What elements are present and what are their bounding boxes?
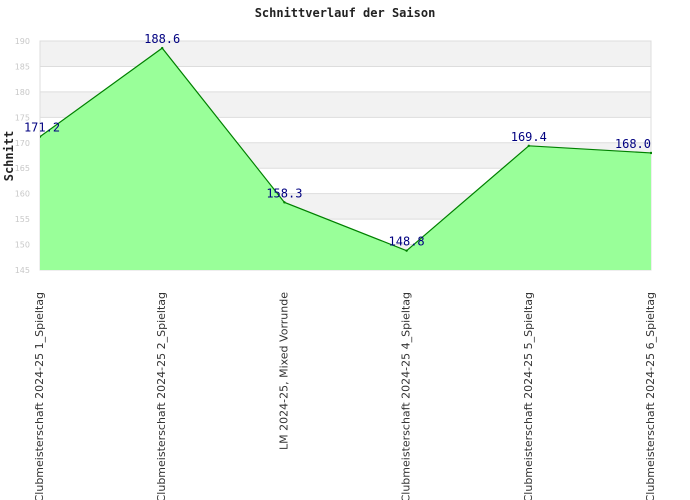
- y-tick-label: 165: [15, 164, 30, 173]
- x-tick-label: Clubmeisterschaft 2024-25 5_Spieltag: [522, 292, 535, 500]
- plot-band: [40, 41, 651, 67]
- data-label: 169.4: [511, 130, 547, 144]
- x-tick-label: LM 2024-25, Mixed Vorrunde: [277, 292, 290, 450]
- series-area: [40, 46, 652, 270]
- data-label: 148.8: [389, 235, 425, 249]
- y-tick-label: 190: [15, 37, 30, 46]
- x-tick-label: Clubmeisterschaft 2024-25 6_Spieltag: [644, 292, 657, 500]
- y-tick-label: 175: [15, 113, 30, 122]
- data-label: 171.2: [24, 121, 60, 135]
- data-label: 158.3: [266, 186, 302, 200]
- y-axis-ticks: 145 150 155 160 165 170 175 180 185 190: [15, 37, 30, 275]
- data-labels: 171.2 188.6 158.3 148.8 169.4 168.0: [24, 32, 651, 249]
- x-axis-ticks: Clubmeisterschaft 2024-25 1_Spieltag Club…: [33, 292, 657, 500]
- data-label: 168.0: [615, 137, 651, 151]
- y-tick-label: 160: [15, 190, 30, 199]
- data-point: [405, 249, 408, 252]
- y-tick-label: 170: [15, 139, 30, 148]
- y-tick-label: 155: [15, 215, 30, 224]
- data-point: [161, 46, 164, 50]
- y-tick-label: 150: [15, 241, 30, 250]
- y-tick-label: 180: [15, 88, 30, 97]
- data-point: [283, 201, 286, 204]
- data-label: 188.6: [144, 32, 180, 46]
- data-point: [649, 151, 652, 155]
- area-fill: [40, 48, 651, 270]
- data-point: [40, 135, 42, 138]
- series-line: [40, 47, 652, 252]
- y-tick-label: 185: [15, 62, 30, 71]
- x-tick-label: Clubmeisterschaft 2024-25 2_Spieltag: [155, 292, 168, 500]
- y-axis-label: Schnitt: [2, 131, 16, 182]
- chart-title: Schnittverlauf der Saison: [255, 6, 436, 20]
- x-tick-label: Clubmeisterschaft 2024-25 4_Spieltag: [400, 292, 413, 500]
- data-point: [527, 144, 530, 148]
- x-tick-label: Clubmeisterschaft 2024-25 1_Spieltag: [33, 292, 46, 500]
- y-tick-label: 145: [15, 266, 30, 275]
